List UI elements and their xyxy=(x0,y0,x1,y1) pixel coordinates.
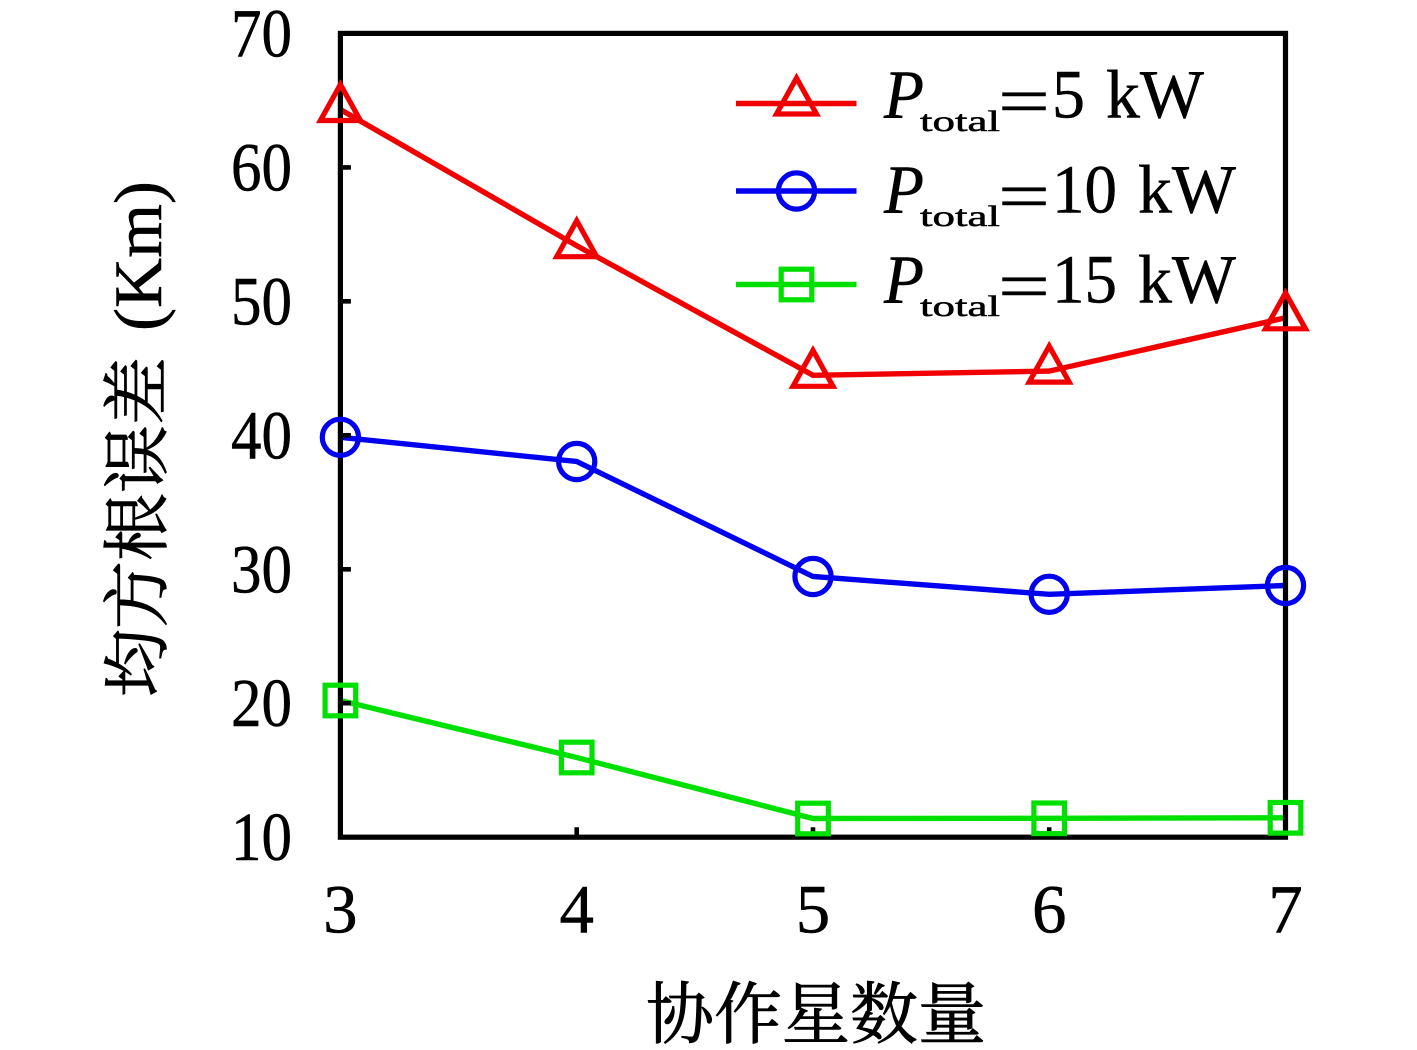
svg-text:5: 5 xyxy=(1052,57,1085,133)
svg-text:40: 40 xyxy=(231,397,292,473)
svg-text:kW: kW xyxy=(1138,242,1236,318)
svg-text:total: total xyxy=(920,200,1000,233)
svg-text:P: P xyxy=(883,242,924,318)
svg-text:total: total xyxy=(920,105,1000,138)
svg-text:30: 30 xyxy=(231,531,292,607)
svg-text:5: 5 xyxy=(796,872,831,948)
svg-text:3: 3 xyxy=(323,872,358,948)
svg-text:total: total xyxy=(920,290,1000,323)
svg-text:kW: kW xyxy=(1106,57,1204,133)
svg-text:50: 50 xyxy=(231,263,292,339)
svg-text:10: 10 xyxy=(1052,152,1117,228)
svg-text:kW: kW xyxy=(1138,152,1236,228)
svg-text:=: = xyxy=(998,64,1050,140)
svg-text:6: 6 xyxy=(1032,872,1067,948)
svg-text:4: 4 xyxy=(559,872,594,948)
svg-text:15: 15 xyxy=(1052,242,1117,318)
svg-text:70: 70 xyxy=(231,0,292,71)
svg-text:=: = xyxy=(998,159,1050,235)
svg-text:7: 7 xyxy=(1268,872,1303,948)
svg-text:10: 10 xyxy=(231,799,292,875)
svg-text:(Km): (Km) xyxy=(100,181,176,331)
svg-text:60: 60 xyxy=(231,129,292,205)
svg-text:P: P xyxy=(883,152,924,228)
svg-text:20: 20 xyxy=(231,665,292,741)
svg-text:=: = xyxy=(998,249,1050,325)
svg-text:P: P xyxy=(883,57,924,133)
